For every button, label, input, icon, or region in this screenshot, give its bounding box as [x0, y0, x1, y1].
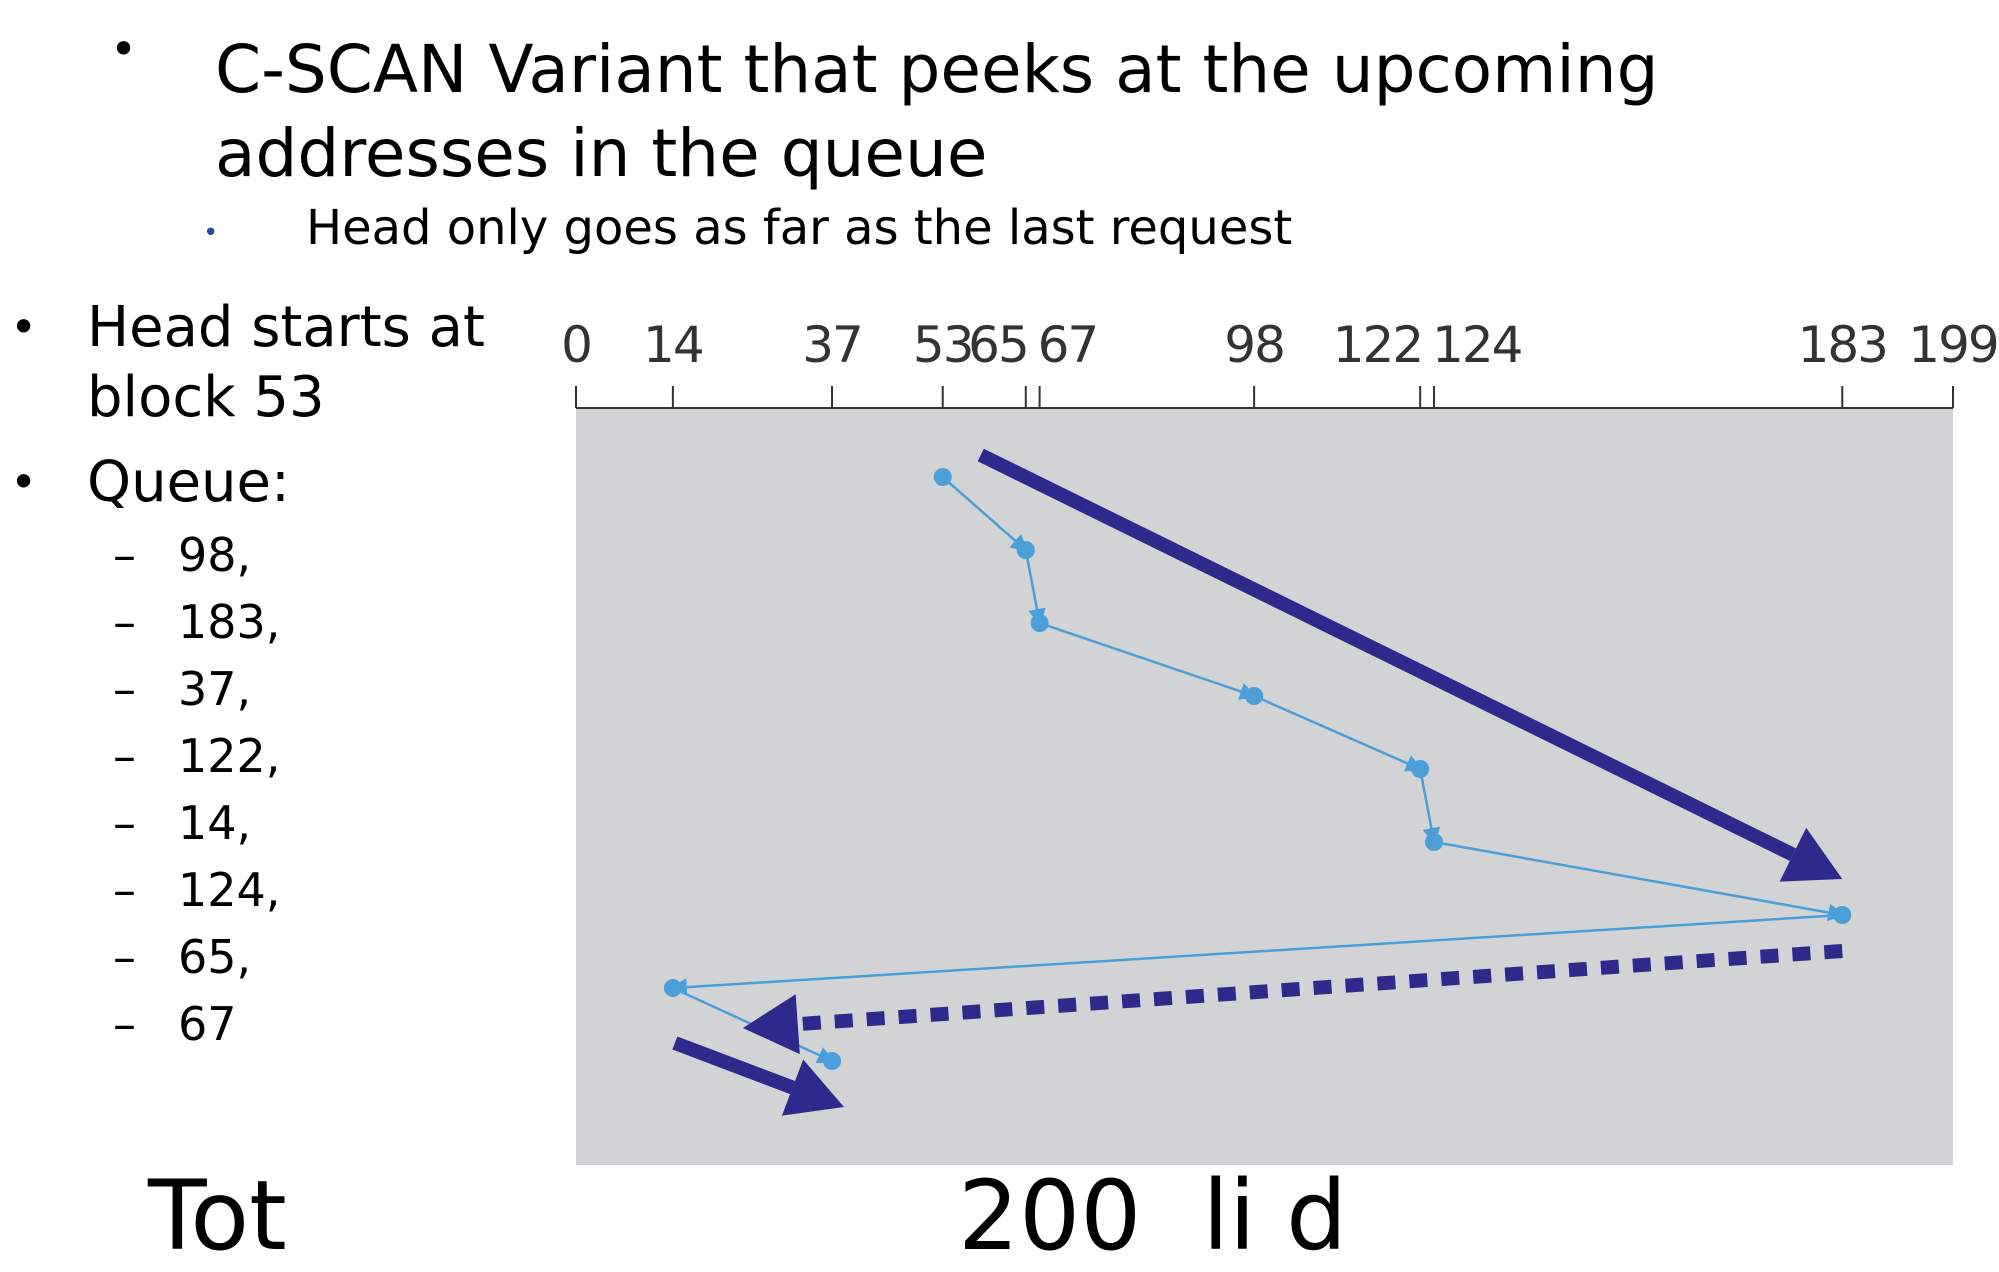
path-segment [1433, 840, 1846, 922]
axis-tick-label: 14 [643, 316, 703, 374]
axis-tick-label: 67 [1038, 316, 1098, 374]
queue-item: 122, [178, 729, 281, 783]
request-point [1245, 687, 1264, 705]
queue-dash: – [113, 930, 136, 984]
request-point [1425, 833, 1444, 851]
return-arrow-head [742, 994, 800, 1055]
axis-tick-label: 0 [561, 316, 591, 374]
queue-item: 183, [178, 595, 281, 649]
queue-dash: – [113, 796, 136, 850]
main-bullet-text: C-SCAN Variant that peeks at the upcomin… [215, 31, 1659, 192]
request-points [663, 468, 1852, 1070]
queue-item: 37, [178, 662, 252, 716]
axis-tick-label: 183 [1798, 316, 1887, 374]
main-bullet-dot: • [110, 22, 138, 76]
path-segment [669, 913, 1843, 996]
queue-dash: – [113, 528, 136, 582]
request-point [1016, 541, 1035, 559]
continue-arrow-head [781, 1059, 845, 1116]
request-point [933, 468, 952, 486]
axis-tick-label: 124 [1432, 316, 1521, 374]
diagram-background [576, 408, 1953, 1165]
queue-item: 65, [178, 930, 252, 984]
request-point [1030, 614, 1049, 632]
queue-item: 98, [178, 528, 252, 582]
queue-dash: – [113, 863, 136, 917]
request-point [1833, 906, 1852, 924]
queue-item: 14, [178, 796, 252, 850]
path-segment [941, 476, 1029, 553]
sub-bullet-text: Head only goes as far as the last reques… [306, 200, 1293, 256]
axis-tick-label: 65 [968, 316, 1028, 374]
queue-dash: – [113, 997, 136, 1051]
continue-arrow-shaft [672, 1036, 796, 1095]
sweep-arrow-head [1779, 827, 1843, 882]
path-segment [1024, 549, 1046, 627]
axis-tick-label: 98 [1224, 316, 1284, 374]
request-point [663, 979, 682, 997]
path-segment [1039, 621, 1258, 700]
head-start-text: Head starts at block 53 [87, 295, 485, 430]
axis-tick-label: 122 [1333, 316, 1422, 374]
queue-item: 124, [178, 863, 281, 917]
return-arrow-shaft [797, 944, 1843, 1032]
sweep-arrow-shaft [977, 448, 1797, 861]
left-bullet-dot: • [10, 455, 38, 509]
queue-item: 67 [178, 997, 237, 1051]
sub-bullet-dot: • [203, 218, 219, 248]
direction-arrows [672, 448, 1843, 1116]
queue-dash: – [113, 595, 136, 649]
left-bullet-dot: • [10, 300, 38, 354]
request-point [1411, 760, 1430, 778]
queue-dash: – [113, 662, 136, 716]
request-point [823, 1052, 842, 1070]
path-segment [1418, 768, 1441, 846]
path-segment [1253, 694, 1424, 772]
axis-tick-label: 37 [802, 316, 862, 374]
queue-dash: – [113, 729, 136, 783]
head-path [669, 476, 1846, 1064]
axis-tick-label: 199 [1908, 316, 1997, 374]
footer-text: Tot 200 li d [148, 1160, 1348, 1272]
axis-tick-label: 53 [913, 316, 973, 374]
queue-label: Queue: [87, 450, 290, 515]
